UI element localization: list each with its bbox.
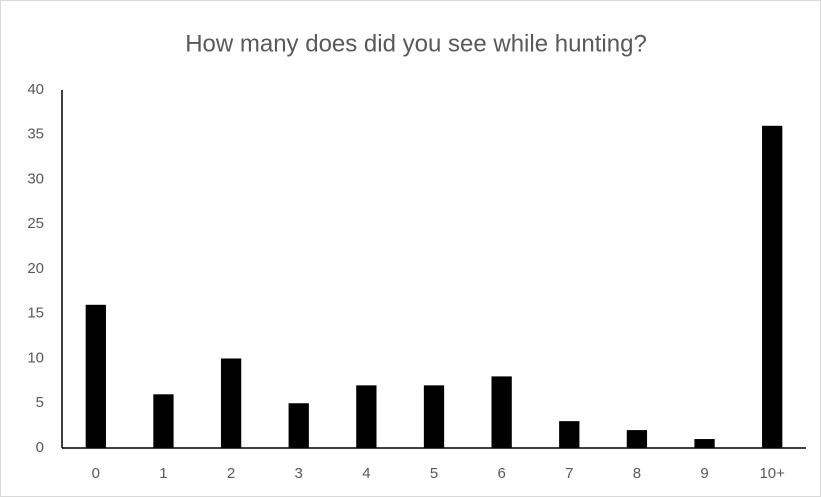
y-tick-label: 0 xyxy=(36,439,44,456)
y-tick-label: 20 xyxy=(27,260,44,277)
x-tick-label: 5 xyxy=(430,465,438,482)
y-tick-label: 5 xyxy=(36,394,44,411)
bar xyxy=(288,403,309,448)
x-tick-label: 8 xyxy=(633,465,641,482)
bar xyxy=(153,394,174,448)
bar xyxy=(694,439,715,448)
y-tick-label: 25 xyxy=(27,215,44,232)
bar xyxy=(423,385,445,448)
y-tick-label: 40 xyxy=(27,81,44,98)
bar xyxy=(85,304,106,448)
x-tick-label: 10+ xyxy=(759,465,785,482)
bar xyxy=(356,385,377,448)
x-tick-label: 6 xyxy=(497,465,505,482)
x-tick-label: 3 xyxy=(295,465,303,482)
x-tick-label: 2 xyxy=(227,465,235,482)
y-tick-label: 35 xyxy=(27,126,44,143)
bar xyxy=(220,358,242,448)
chart-title: How many does did you see while hunting? xyxy=(185,30,647,57)
bar xyxy=(559,421,580,448)
y-tick-label: 30 xyxy=(27,170,44,187)
x-tick-label: 1 xyxy=(159,465,167,482)
x-tick-label: 9 xyxy=(700,465,708,482)
bar xyxy=(626,430,648,448)
y-tick-label: 10 xyxy=(27,349,44,366)
y-tick-label: 15 xyxy=(27,305,44,322)
bar xyxy=(762,125,783,449)
x-tick-label: 4 xyxy=(362,465,370,482)
bar xyxy=(491,376,512,448)
x-tick-label: 0 xyxy=(92,465,100,482)
x-tick-label: 7 xyxy=(565,465,573,482)
